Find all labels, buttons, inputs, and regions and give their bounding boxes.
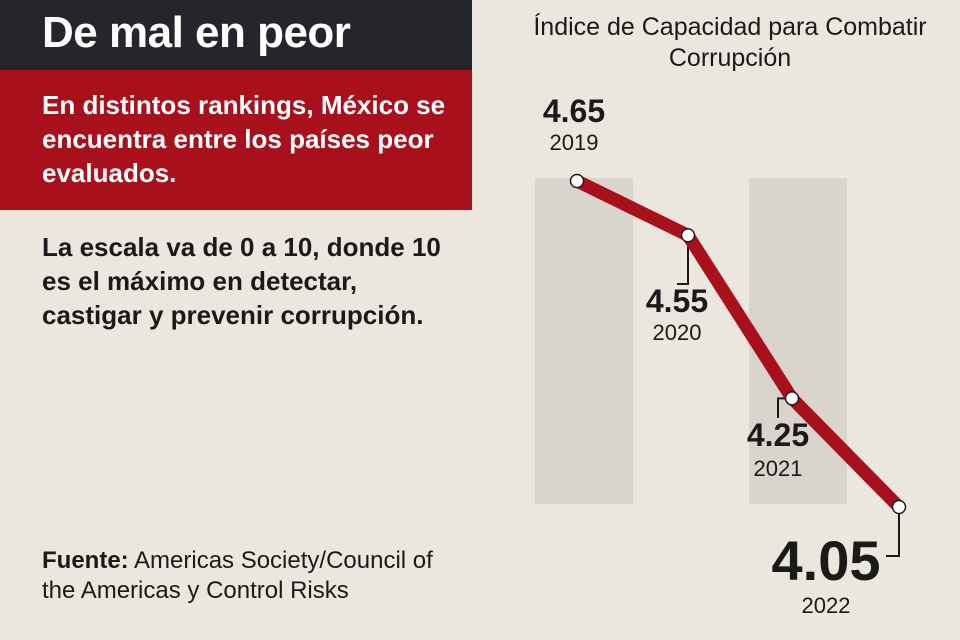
value-label: 4.65 bbox=[543, 93, 605, 129]
value-label: 4.25 bbox=[747, 417, 809, 453]
page-title: De mal en peor bbox=[42, 8, 351, 57]
chart-title: Índice de Capacidad para Combatir Corrup… bbox=[533, 13, 927, 72]
source-note: Fuente: Americas Society/Council of the … bbox=[42, 546, 462, 606]
year-label: 2022 bbox=[802, 593, 851, 618]
series-line bbox=[570, 174, 906, 514]
scale-description: La escala va de 0 a 10, donde 10 es el m… bbox=[42, 232, 441, 330]
data-point bbox=[569, 173, 585, 189]
background-band bbox=[749, 178, 847, 504]
value-label: 4.55 bbox=[646, 283, 708, 319]
year-label: 2019 bbox=[550, 130, 599, 155]
source-text: Americas Society/Council of the Americas… bbox=[42, 547, 433, 604]
year-label: 2021 bbox=[754, 456, 803, 481]
leader-line bbox=[677, 235, 689, 285]
leader-line bbox=[886, 507, 900, 557]
year-label: 2020 bbox=[653, 320, 702, 345]
data-point bbox=[891, 499, 907, 515]
data-point bbox=[784, 391, 800, 406]
data-point bbox=[680, 228, 696, 243]
background-band bbox=[535, 178, 633, 504]
value-label: 4.05 bbox=[772, 529, 881, 592]
subtitle: En distintos rankings, México se encuent… bbox=[42, 90, 446, 188]
subtitle-box: En distintos rankings, México se encuent… bbox=[0, 70, 472, 210]
title-bar: De mal en peor bbox=[0, 0, 472, 70]
source-label: Fuente: bbox=[42, 547, 129, 574]
